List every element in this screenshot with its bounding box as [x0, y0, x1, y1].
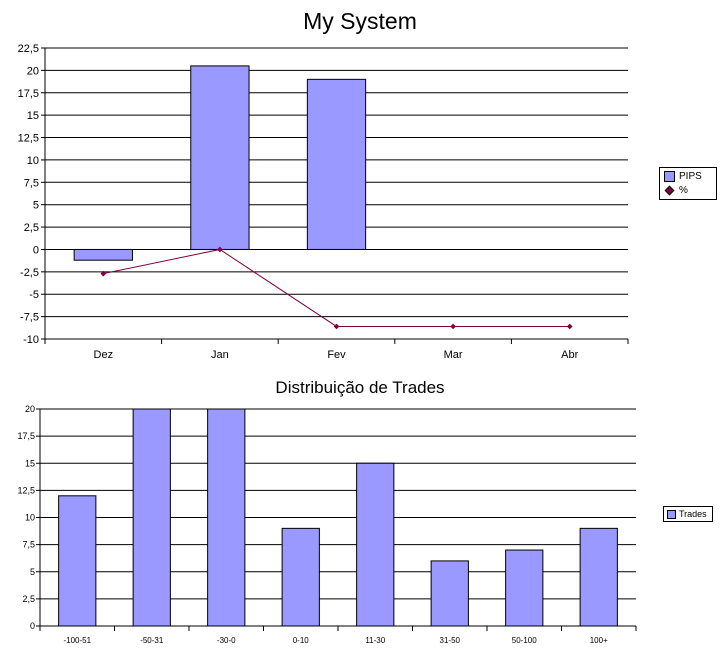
legend-item-trades: Trades [667, 509, 709, 519]
chart2-bar-trades [579, 527, 618, 627]
chart1-ytick-label: 5 [33, 200, 39, 212]
chart2-bar-trades [430, 560, 469, 627]
chart1-ytick-label: -7,5 [20, 312, 39, 324]
legend-item-percent: % [664, 185, 712, 196]
chart2-ytick-label: 0 [30, 621, 35, 631]
chart1-xtick-label: Jan [211, 349, 229, 361]
chart2-ytick-label: 17,5 [17, 431, 35, 441]
chart2-bar-trades [132, 408, 171, 627]
chart1-ytick-label: 15 [27, 110, 39, 122]
chart1-ytick-label: -2,5 [20, 267, 39, 279]
legend-item-pips: PIPS [664, 171, 712, 182]
chart1-ytick-label: 20 [27, 65, 39, 77]
percent-marker [664, 185, 675, 196]
chart2-bar-trades [207, 408, 246, 627]
chart2-xtick-label: 100+ [590, 636, 608, 645]
chart2-ytick-label: 15 [25, 458, 35, 468]
chart2-bar-trades [58, 495, 97, 627]
chart2-xtick-label: 50-100 [512, 636, 537, 645]
legend-label-pips: PIPS [679, 171, 702, 182]
chart2-xtick-label: 31-50 [440, 636, 461, 645]
chart2-ytick-label: 2,5 [22, 594, 35, 604]
chart1-xtick-label: Mar [444, 349, 463, 361]
chart1-point-percent [333, 323, 340, 330]
chart2-xtick-label: 11-30 [365, 636, 385, 645]
chart1-ytick-label: -5 [29, 289, 39, 301]
chart2-xtick-label: -30-0 [217, 636, 236, 645]
chart1-xtick-label: Fev [327, 349, 346, 361]
chart1-point-percent [100, 270, 107, 277]
pips-swatch [664, 171, 675, 182]
chart1-legend: PIPS % [659, 167, 717, 200]
chart1-ytick-label: 0 [33, 244, 39, 256]
chart1-ytick-label: -10 [23, 334, 39, 346]
chart1-ytick-label: 17,5 [18, 88, 39, 100]
legend-label-trades: Trades [679, 509, 707, 519]
chart1-ytick-label: 2,5 [24, 222, 39, 234]
chart2-ytick-label: 20 [25, 404, 35, 414]
chart1-ytick-label: 7,5 [24, 177, 39, 189]
chart1-ytick-label: 12,5 [18, 133, 39, 145]
chart1-bar-pips [73, 248, 133, 261]
chart1-point-percent [566, 323, 573, 330]
chart1-xtick-label: Dez [94, 349, 114, 361]
chart2-ytick-label: 7,5 [22, 540, 35, 550]
chart1-ytick-label: 10 [27, 155, 39, 167]
chart2-ytick-label: 12,5 [17, 485, 35, 495]
chart2-bar-trades [505, 549, 544, 627]
trades-swatch [667, 509, 676, 519]
chart1-point-percent [217, 246, 223, 253]
chart1-point-percent [450, 323, 456, 330]
chart2-bar-trades [281, 527, 320, 627]
chart2-bar-trades [356, 462, 395, 627]
chart2-xtick-label: 0-10 [293, 636, 310, 645]
chart1-line-percent [103, 248, 570, 327]
chart1-bar-pips [306, 78, 367, 250]
chart2-ytick-label: 5 [30, 567, 35, 577]
chart2-xtick-label: -50-31 [140, 636, 164, 645]
chart2-xtick-label: -100-51 [63, 636, 91, 645]
chart1-xtick-label: Abr [561, 349, 578, 361]
chart2-ytick-label: 10 [25, 513, 35, 523]
legend-label-percent: % [679, 185, 688, 196]
chart1-ytick-label: 22,5 [18, 43, 39, 55]
chart1-title: My System [303, 8, 417, 34]
chart2-legend: Trades [663, 506, 713, 522]
chart1-bar-pips [190, 65, 250, 250]
chart2-title: Distribuição de Trades [275, 378, 445, 397]
